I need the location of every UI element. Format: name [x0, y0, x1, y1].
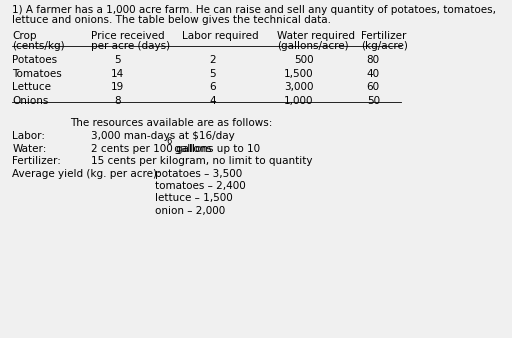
Text: Crop: Crop: [12, 31, 37, 41]
Text: gallons: gallons: [170, 144, 211, 154]
Text: 60: 60: [367, 82, 380, 93]
Text: lettuce and onions. The table below gives the technical data.: lettuce and onions. The table below give…: [12, 15, 331, 25]
Text: (gallons/acre): (gallons/acre): [276, 41, 348, 51]
Text: potatoes – 3,500: potatoes – 3,500: [155, 169, 242, 179]
Text: per acre (days): per acre (days): [91, 41, 170, 51]
Text: 19: 19: [111, 82, 124, 93]
Text: lettuce – 1,500: lettuce – 1,500: [155, 193, 232, 203]
Text: Lettuce: Lettuce: [12, 82, 51, 93]
Text: 6: 6: [209, 82, 216, 93]
Text: 14: 14: [111, 69, 124, 79]
Text: onion – 2,000: onion – 2,000: [155, 206, 225, 216]
Text: 50: 50: [367, 96, 380, 106]
Text: 6: 6: [167, 137, 172, 146]
Text: 1,000: 1,000: [284, 96, 314, 106]
Text: Fertilizer: Fertilizer: [361, 31, 407, 41]
Text: 1,500: 1,500: [284, 69, 314, 79]
Text: 15 cents per kilogram, no limit to quantity: 15 cents per kilogram, no limit to quant…: [91, 156, 312, 166]
Text: Price received: Price received: [91, 31, 164, 41]
Text: Labor:: Labor:: [12, 131, 46, 141]
Text: 2: 2: [209, 55, 216, 66]
Text: Fertilizer:: Fertilizer:: [12, 156, 61, 166]
Text: 2 cents per 100 gallons up to 10: 2 cents per 100 gallons up to 10: [91, 144, 260, 154]
Text: Labor required: Labor required: [182, 31, 258, 41]
Text: 3,000 man-days at $16/day: 3,000 man-days at $16/day: [91, 131, 234, 141]
Text: Potatoes: Potatoes: [12, 55, 57, 66]
Text: Water:: Water:: [12, 144, 47, 154]
Text: 5: 5: [209, 69, 216, 79]
Text: 3,000: 3,000: [284, 82, 314, 93]
Text: 40: 40: [367, 69, 380, 79]
Text: (cents/kg): (cents/kg): [12, 41, 65, 51]
Text: 8: 8: [114, 96, 121, 106]
Text: Water required: Water required: [276, 31, 355, 41]
Text: Onions: Onions: [12, 96, 49, 106]
Text: Tomatoes: Tomatoes: [12, 69, 62, 79]
Text: The resources available are as follows:: The resources available are as follows:: [70, 118, 272, 128]
Text: 80: 80: [367, 55, 380, 66]
Text: tomatoes – 2,400: tomatoes – 2,400: [155, 181, 246, 191]
Text: 500: 500: [294, 55, 314, 66]
Text: 5: 5: [114, 55, 121, 66]
Text: 4: 4: [209, 96, 216, 106]
Text: (kg/acre): (kg/acre): [361, 41, 408, 51]
Text: Average yield (kg. per acre):: Average yield (kg. per acre):: [12, 169, 161, 179]
Text: 1) A farmer has a 1,000 acre farm. He can raise and sell any quantity of potatoe: 1) A farmer has a 1,000 acre farm. He ca…: [12, 5, 497, 15]
